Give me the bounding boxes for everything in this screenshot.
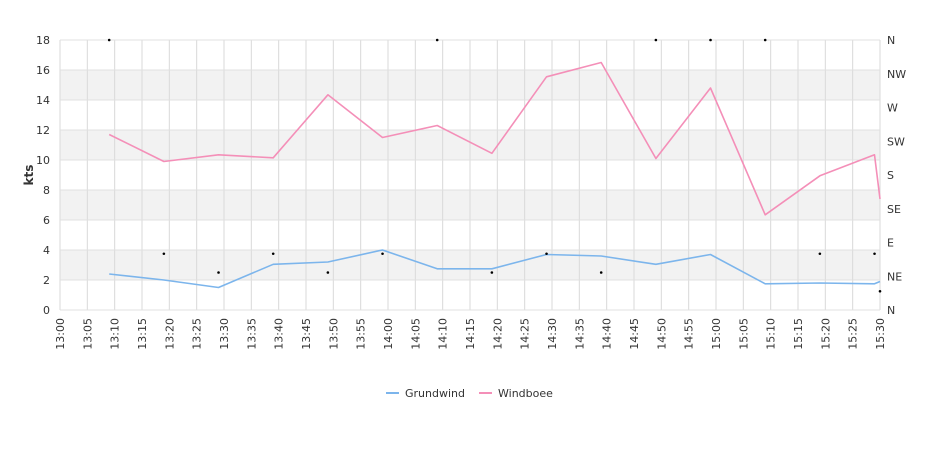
y-axis-tick-labels: 0 2 4 6 8 10 12 14 16 18 (36, 34, 50, 317)
x-tick-label: 14:05 (409, 318, 422, 350)
x-tick-label: 15:15 (792, 318, 805, 350)
x-tick-label: 13:40 (273, 318, 286, 350)
direction-tick-label: NE (887, 270, 902, 283)
x-tick-label: 14:00 (382, 318, 395, 350)
y-tick-label: 2 (43, 274, 50, 287)
x-tick-label: 14:40 (601, 318, 614, 350)
direction-point (878, 289, 882, 293)
direction-point (818, 252, 822, 256)
y-tick-label: 14 (36, 94, 50, 107)
direction-tick-label: NW (887, 68, 906, 81)
direction-point (326, 271, 330, 274)
direction-tick-label: N (887, 34, 895, 47)
direction-point (654, 38, 658, 42)
series-line-windboee[interactable] (108, 61, 881, 216)
legend-label: Windboee (498, 387, 553, 400)
x-tick-label: 14:25 (519, 318, 532, 350)
x-tick-label: 15:05 (737, 318, 750, 350)
direction-point (271, 252, 275, 256)
legend-item-windboee[interactable]: Windboee (479, 387, 553, 400)
x-tick-label: 13:50 (327, 318, 340, 350)
y-tick-label: 8 (43, 184, 50, 197)
direction-point (599, 271, 603, 274)
direction-point (709, 38, 712, 42)
x-tick-label: 15:00 (710, 318, 723, 350)
y-tick-label: 18 (36, 34, 50, 47)
x-tick-label: 13:35 (245, 318, 258, 350)
direction-point (435, 38, 439, 42)
y-tick-label: 10 (36, 154, 50, 167)
direction-tick-label: E (887, 237, 894, 250)
vertical-gridlines (59, 40, 881, 310)
direction-tick-label: S (887, 169, 894, 182)
y-tick-label: 16 (36, 64, 50, 77)
direction-point (217, 271, 220, 274)
direction-point (162, 252, 166, 256)
legend-item-grundwind[interactable]: Grundwind (386, 387, 465, 400)
y-tick-label: 6 (43, 214, 50, 227)
x-tick-label: 13:10 (109, 318, 122, 350)
x-tick-label: 14:15 (464, 318, 477, 350)
direction-point (763, 38, 767, 42)
series-line-grundwind[interactable] (109, 249, 881, 289)
direction-point (490, 271, 494, 274)
x-tick-label: 13:25 (191, 318, 204, 350)
y-tick-label: 0 (43, 304, 50, 317)
x-tick-label: 13:45 (300, 318, 313, 350)
x-tick-label: 15:30 (874, 318, 887, 350)
direction-axis-tick-labels: N NE E SE S SW W NW N (887, 34, 906, 317)
direction-tick-label: SE (887, 203, 901, 216)
y-axis-title: kts (22, 165, 36, 186)
x-tick-label: 14:35 (573, 318, 586, 350)
x-tick-label: 14:20 (491, 318, 504, 350)
legend[interactable]: Grundwind Windboee (386, 387, 553, 400)
x-tick-label: 13:15 (136, 318, 149, 350)
direction-tick-label: SW (887, 135, 905, 148)
x-tick-label: 14:30 (546, 318, 559, 350)
x-tick-label: 13:30 (218, 318, 231, 350)
x-tick-label: 15:10 (765, 318, 778, 350)
x-tick-label: 15:20 (819, 318, 832, 350)
x-tick-label: 14:55 (683, 318, 696, 350)
direction-tick-label: N (887, 304, 895, 317)
y-tick-label: 12 (36, 124, 50, 137)
x-tick-label: 15:25 (847, 318, 860, 350)
direction-point (107, 38, 111, 42)
x-tick-label: 13:20 (163, 318, 176, 350)
direction-points (107, 38, 882, 293)
x-tick-label: 13:05 (81, 318, 94, 350)
x-tick-label: 13:55 (355, 318, 368, 350)
direction-tick-label: W (887, 102, 898, 115)
direction-point (545, 252, 548, 256)
x-tick-label: 14:45 (628, 318, 641, 350)
x-tick-label: 13:00 (54, 318, 67, 350)
direction-point (873, 252, 876, 256)
y-tick-label: 4 (43, 244, 50, 257)
x-tick-label: 14:50 (655, 318, 668, 350)
direction-point (381, 252, 384, 256)
x-axis-tick-labels: 13:00 13:05 13:10 13:15 13:20 13:25 13:30 13:35… (54, 318, 887, 350)
legend-label: Grundwind (405, 387, 465, 400)
x-tick-label: 14:10 (437, 318, 450, 350)
series-lines (108, 61, 881, 289)
horizontal-gridlines (60, 39, 880, 311)
